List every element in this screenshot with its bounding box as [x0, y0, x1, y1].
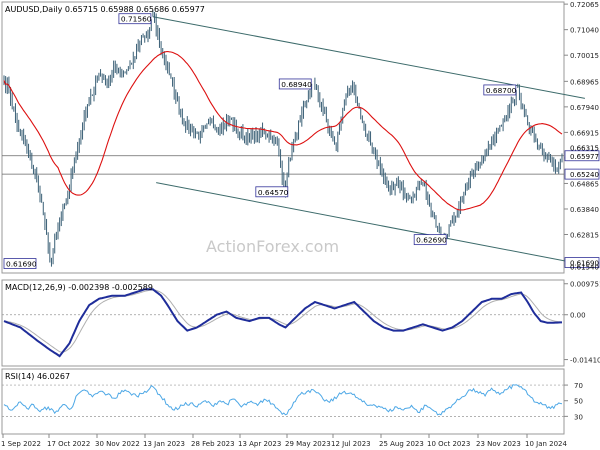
price-y-tick-label: 0.67940	[570, 104, 599, 112]
price-annotation-label: 0.68940	[281, 80, 312, 89]
price-y-tick-label: 0.63840	[570, 206, 599, 214]
rsi-line	[3, 384, 563, 416]
rsi-grid	[2, 384, 564, 417]
macd-signal-line	[3, 289, 563, 353]
price-y-tick-label: 0.70015	[570, 52, 599, 60]
macd-main-line	[3, 288, 562, 358]
macd-y-tick-label: 0.00	[570, 312, 586, 320]
rsi-y-tick-label: 30	[574, 413, 583, 421]
x-axis: 1 Sep 2022 17 Oct 2022 30 Nov 2022 13 Jan 2…	[1, 434, 568, 448]
macd-panel: 0.009751 0.00 -0.014107 MACD(12,26,9) -0.0…	[1, 279, 600, 367]
x-tick-label: 13 Jan 2023	[143, 440, 185, 448]
rsi-panel-frame	[1, 368, 565, 435]
price-right-label: 0.66315	[570, 144, 599, 152]
chart-header: AUDUSD,Daily 0.65715 0.65988 0.65686 0.6…	[5, 5, 205, 14]
price-annotation-label: 0.64570	[258, 188, 289, 197]
rsi-y-tick-label: 50	[574, 398, 583, 406]
price-annotation-box	[118, 13, 152, 25]
rsi-y-axis: 70 50 30	[564, 382, 583, 421]
watermark: ActionForex.com	[206, 237, 339, 256]
price-annotation-label: 0.71560	[121, 15, 152, 24]
macd-y-tick-label: 0.009751	[570, 281, 600, 289]
x-tick-label: 12 Jul 2023	[331, 440, 371, 448]
price-series	[3, 10, 563, 267]
x-tick-label: 13 Apr 2023	[238, 440, 281, 448]
price-annotation-box	[413, 234, 447, 246]
rsi-panel: 70 50 30 RSI(14) 46.0267	[1, 368, 583, 435]
price-annotation-label: 0.62690	[416, 236, 447, 245]
x-tick-label: 1 Sep 2022	[1, 440, 41, 448]
rsi-y-tick-label: 70	[574, 382, 583, 390]
price-y-tick-label: 0.68965	[570, 78, 599, 86]
price-right-label-box	[564, 257, 600, 268]
price-right-label: 0.65977	[570, 153, 599, 161]
x-tick-label: 10 Oct 2023	[427, 440, 470, 448]
x-tick-label: 30 Nov 2022	[95, 440, 140, 448]
x-tick-label: 25 Aug 2023	[379, 440, 424, 448]
channel-lower-line	[156, 182, 586, 266]
moving-average-line	[3, 50, 563, 211]
rsi-label: RSI(14) 46.0267	[5, 372, 70, 381]
x-tick-label: 23 Nov 2023	[476, 440, 521, 448]
price-right-label-box	[564, 150, 600, 162]
macd-y-axis: 0.009751 0.00 -0.014107	[564, 281, 600, 365]
price-right-label: 0.61540	[570, 263, 599, 271]
price-annotation-label: 0.61690	[6, 260, 37, 269]
price-annotations: 0.71560 0.68940 0.64570 0.62690 0.68700 0.616…	[3, 13, 517, 269]
x-tick-label: 29 May 2023	[285, 440, 331, 448]
price-right-label-box	[564, 168, 600, 180]
x-tick-label: 10 Jan 2024	[525, 440, 568, 448]
price-annotation-box	[255, 186, 289, 198]
price-y-tick-label: 0.66915	[570, 129, 599, 137]
price-panel-frame	[1, 1, 565, 274]
x-tick-label: 17 Oct 2022	[47, 440, 90, 448]
price-annotation-label: 0.68700	[486, 86, 517, 95]
macd-y-tick-label: -0.014107	[570, 357, 600, 365]
price-annotation-box	[3, 258, 37, 269]
price-annotation-box	[278, 78, 312, 90]
price-right-label: 0.61690	[570, 260, 599, 268]
price-annotation-box	[483, 84, 517, 96]
price-y-tick-label: 0.71040	[570, 27, 599, 35]
price-y-tick-label: 0.64865	[570, 180, 599, 188]
x-tick-label: 28 Feb 2023	[191, 440, 235, 448]
price-y-tick-label: 0.72065	[570, 1, 599, 9]
price-right-label: 0.65240	[570, 171, 599, 179]
macd-label: MACD(12,26,9) -0.002398 -0.002589	[5, 283, 153, 292]
price-y-tick-label: 0.62815	[570, 232, 599, 240]
macd-panel-frame	[1, 279, 565, 367]
price-panel: ActionForex.com 0.71560 0.68940 0.64570 0.6…	[1, 1, 600, 274]
